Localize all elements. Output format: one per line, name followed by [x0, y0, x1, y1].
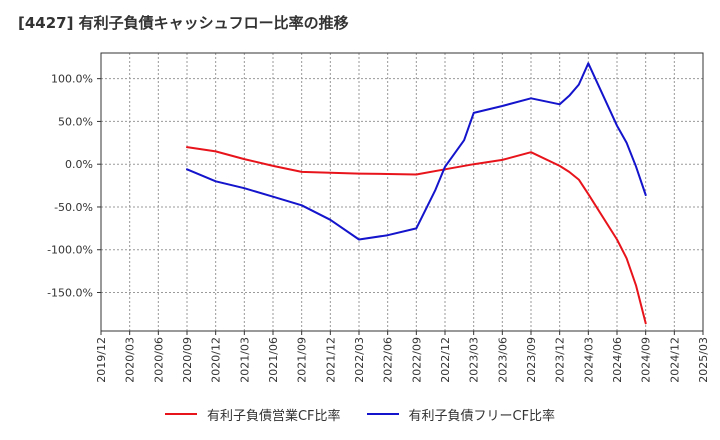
x-tick-label: 2021/03 — [238, 337, 251, 383]
x-tick-label: 2024/12 — [668, 337, 681, 383]
legend-item-free-cf: 有利子負債フリーCF比率 — [366, 405, 556, 424]
x-axis: 2019/12 2020/03 2020/06 2020/09 2020/12 2021/… — [95, 331, 710, 383]
y-tick-label: -100.0% — [47, 244, 93, 257]
legend-label-free-cf: 有利子負債フリーCF比率 — [408, 408, 556, 424]
x-tick-label: 2020/06 — [152, 337, 165, 383]
x-tick-label: 2021/06 — [267, 337, 280, 383]
legend-swatch-free-cf — [366, 413, 399, 415]
x-tick-label: 2022/03 — [353, 337, 366, 383]
x-tick-label: 2020/03 — [124, 337, 137, 383]
plot-frame — [100, 52, 704, 332]
x-tick-label: 2021/09 — [296, 337, 309, 383]
chart-title: [4427] 有利子負債キャッシュフロー比率の推移 — [18, 14, 349, 32]
series-layer — [186, 62, 647, 325]
x-tick-label: 2022/12 — [439, 337, 452, 383]
y-tick-label: 0.0% — [65, 158, 93, 171]
y-tick-label: -150.0% — [47, 287, 93, 300]
x-tick-label: 2019/12 — [95, 337, 108, 383]
grid — [100, 53, 704, 331]
x-tick-label: 2020/12 — [210, 337, 223, 383]
x-tick-label: 2023/06 — [496, 337, 509, 383]
x-tick-label: 2024/09 — [640, 337, 653, 383]
legend-item-operating-cf: 有利子負債営業CF比率 — [164, 405, 341, 424]
x-tick-label: 2023/12 — [554, 337, 567, 383]
series-line-free-cf — [186, 62, 647, 241]
x-tick-label: 2022/06 — [382, 337, 395, 383]
x-tick-label: 2023/03 — [468, 337, 481, 383]
x-tick-label: 2025/03 — [697, 337, 710, 383]
x-tick-label: 2024/06 — [611, 337, 624, 383]
y-tick-label: 50.0% — [58, 115, 93, 128]
legend-label-operating-cf: 有利子負債営業CF比率 — [206, 408, 341, 424]
y-tick-label: 100.0% — [51, 73, 93, 86]
series-line-operating-cf — [186, 146, 647, 325]
legend-swatch-operating-cf — [164, 413, 197, 415]
x-tick-label: 2021/12 — [324, 337, 337, 383]
y-tick-label: -50.0% — [54, 201, 93, 214]
x-tick-label: 2020/09 — [181, 337, 194, 383]
x-tick-label: 2024/03 — [582, 337, 595, 383]
y-axis: 100.0% 50.0% 0.0% -50.0% -100.0% -150.0% — [47, 73, 101, 300]
legend: 有利子負債営業CF比率 有利子負債フリーCF比率 — [0, 400, 720, 428]
x-tick-label: 2022/09 — [410, 337, 423, 383]
x-tick-label: 2023/09 — [525, 337, 538, 383]
